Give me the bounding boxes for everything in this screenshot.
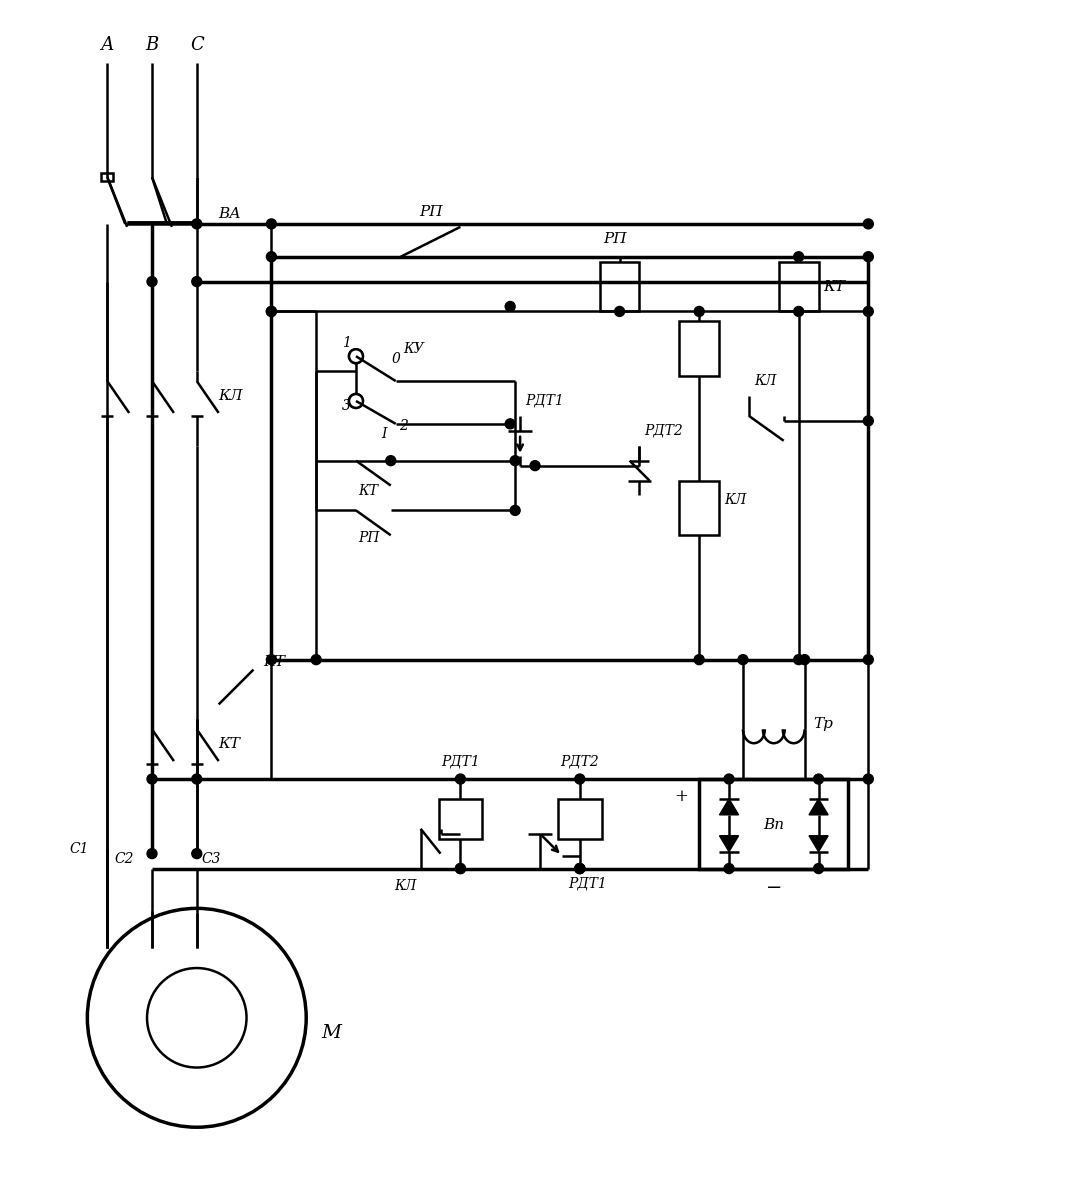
- Circle shape: [456, 863, 465, 874]
- Circle shape: [266, 252, 276, 262]
- Bar: [779, 262, 819, 311]
- Circle shape: [863, 654, 873, 665]
- Bar: [102, 173, 114, 182]
- Circle shape: [615, 307, 624, 316]
- Circle shape: [505, 302, 515, 311]
- Text: РП: РП: [358, 532, 380, 545]
- Circle shape: [575, 863, 584, 874]
- Circle shape: [266, 219, 276, 229]
- Text: 1: 1: [342, 336, 351, 350]
- Text: С1: С1: [70, 842, 90, 856]
- Circle shape: [863, 416, 873, 426]
- Text: РДТ2: РДТ2: [560, 755, 599, 768]
- Text: I: I: [381, 427, 386, 441]
- Polygon shape: [809, 799, 828, 815]
- Circle shape: [456, 775, 465, 784]
- Bar: [679, 481, 720, 535]
- Text: РДТ2: РДТ2: [645, 423, 683, 437]
- Circle shape: [312, 654, 321, 665]
- Circle shape: [800, 654, 809, 665]
- Text: 3: 3: [342, 399, 351, 413]
- Circle shape: [724, 775, 734, 784]
- Text: −: −: [766, 880, 782, 897]
- Circle shape: [510, 456, 520, 466]
- Text: С2: С2: [115, 851, 134, 865]
- Circle shape: [794, 654, 804, 665]
- Text: С: С: [190, 35, 203, 54]
- Text: Вп: Вп: [763, 818, 784, 832]
- Text: В: В: [145, 35, 159, 54]
- Circle shape: [863, 307, 873, 316]
- Text: КТ: КТ: [263, 654, 286, 668]
- Circle shape: [192, 849, 201, 858]
- Circle shape: [724, 863, 734, 874]
- Circle shape: [192, 219, 201, 229]
- Circle shape: [349, 394, 362, 408]
- Text: КТ: КТ: [219, 737, 240, 751]
- Circle shape: [505, 419, 515, 429]
- Text: 2: 2: [399, 419, 408, 433]
- Text: КТ: КТ: [823, 279, 845, 294]
- Text: РДТ1: РДТ1: [441, 755, 479, 768]
- Circle shape: [695, 307, 704, 316]
- Polygon shape: [720, 836, 739, 851]
- Circle shape: [530, 461, 540, 470]
- Text: РДТ1: РДТ1: [525, 394, 564, 408]
- Circle shape: [695, 654, 704, 665]
- Text: А: А: [101, 35, 114, 54]
- Circle shape: [863, 775, 873, 784]
- Circle shape: [863, 219, 873, 229]
- Circle shape: [266, 307, 276, 316]
- Text: РП: РП: [603, 232, 626, 245]
- Text: КЛ: КЛ: [724, 494, 747, 507]
- Text: +: +: [674, 789, 688, 805]
- Text: М: М: [321, 1023, 341, 1042]
- Circle shape: [192, 277, 201, 286]
- Circle shape: [349, 349, 362, 363]
- Circle shape: [192, 775, 201, 784]
- Text: КУ: КУ: [404, 342, 424, 356]
- Circle shape: [147, 277, 157, 286]
- Bar: [679, 322, 720, 376]
- Polygon shape: [720, 799, 739, 815]
- Circle shape: [147, 775, 157, 784]
- Text: РДТ1: РДТ1: [568, 876, 607, 890]
- Text: Тр: Тр: [814, 717, 833, 731]
- Text: 0: 0: [392, 353, 400, 367]
- Circle shape: [266, 307, 276, 316]
- Text: ВА: ВА: [219, 208, 241, 220]
- Text: КЛ: КЛ: [395, 880, 417, 894]
- Bar: [438, 799, 483, 838]
- Bar: [699, 779, 848, 869]
- Text: КТ: КТ: [358, 483, 378, 498]
- Circle shape: [456, 863, 465, 874]
- Bar: [558, 799, 602, 838]
- Circle shape: [814, 863, 823, 874]
- Bar: [599, 262, 639, 311]
- Circle shape: [814, 775, 823, 784]
- Circle shape: [738, 654, 748, 665]
- Text: С3: С3: [201, 851, 221, 865]
- Circle shape: [510, 506, 520, 515]
- Circle shape: [575, 863, 584, 874]
- Circle shape: [863, 252, 873, 262]
- Circle shape: [575, 775, 584, 784]
- Polygon shape: [809, 836, 828, 851]
- Circle shape: [386, 456, 396, 466]
- Text: КЛ: КЛ: [754, 374, 776, 388]
- Circle shape: [794, 307, 804, 316]
- Text: РП: РП: [419, 205, 443, 219]
- Circle shape: [147, 849, 157, 858]
- Text: КЛ: КЛ: [219, 389, 243, 403]
- Circle shape: [575, 863, 584, 874]
- Circle shape: [794, 252, 804, 262]
- Circle shape: [266, 654, 276, 665]
